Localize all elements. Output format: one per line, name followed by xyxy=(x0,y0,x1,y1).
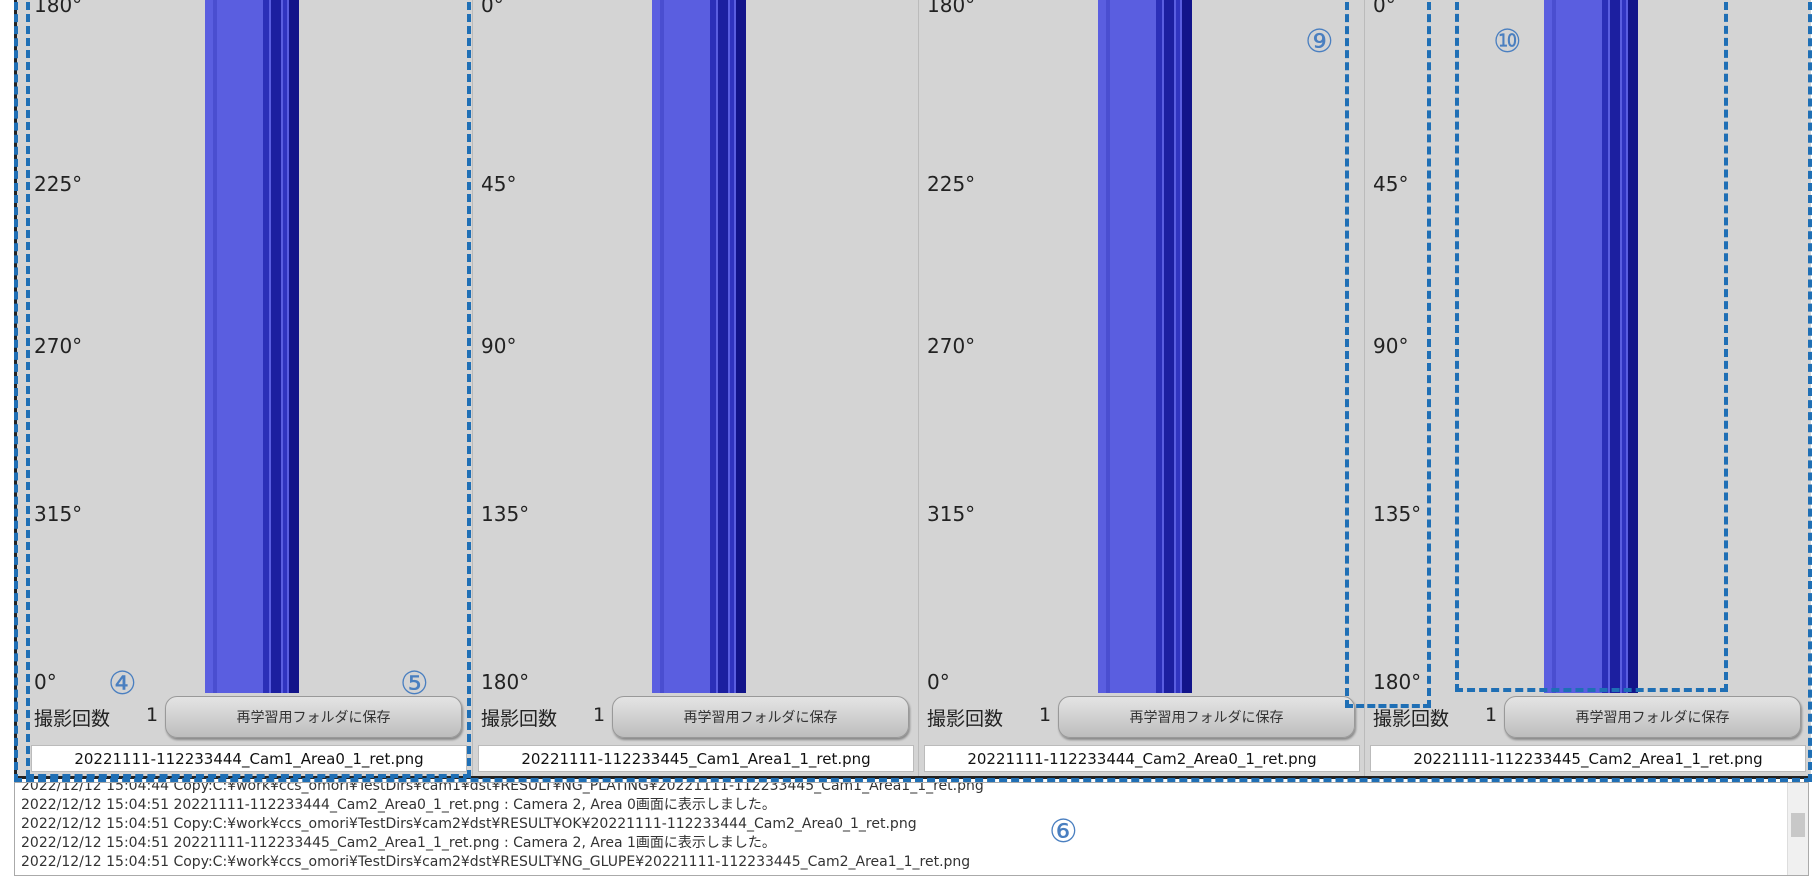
app-window: 180°225°270°315°0°撮影回数1再学習用フォルダに保存202211… xyxy=(0,0,1814,876)
highlight-box xyxy=(1345,0,1431,708)
scroll-thumb[interactable] xyxy=(1791,813,1805,837)
annotation: ⑨ xyxy=(1305,22,1334,60)
log-line: 2022/12/12 15:04:51 Copy:C:¥work¥ccs_omo… xyxy=(21,815,917,833)
highlight-box xyxy=(1455,0,1728,692)
log-line: 2022/12/12 15:04:51 Copy:C:¥work¥ccs_omo… xyxy=(21,853,970,871)
log-line: 2022/12/12 15:04:51 20221111-112233445_C… xyxy=(21,834,776,852)
annotation: ⑤ xyxy=(400,664,429,702)
scrollbar[interactable] xyxy=(1787,783,1808,875)
annotation: ④ xyxy=(108,664,137,702)
annotation: ⑩ xyxy=(1493,22,1522,60)
log-line: 2022/12/12 15:04:44 Copy:C:¥work¥ccs_omo… xyxy=(21,782,984,795)
log-line: 2022/12/12 15:04:51 20221111-112233444_C… xyxy=(21,796,776,814)
annotation: ⑥ xyxy=(1049,812,1078,850)
highlight-box xyxy=(26,0,471,778)
log-box: 2022/12/12 15:04:44 Copy:C:¥work¥ccs_omo… xyxy=(14,782,1809,876)
